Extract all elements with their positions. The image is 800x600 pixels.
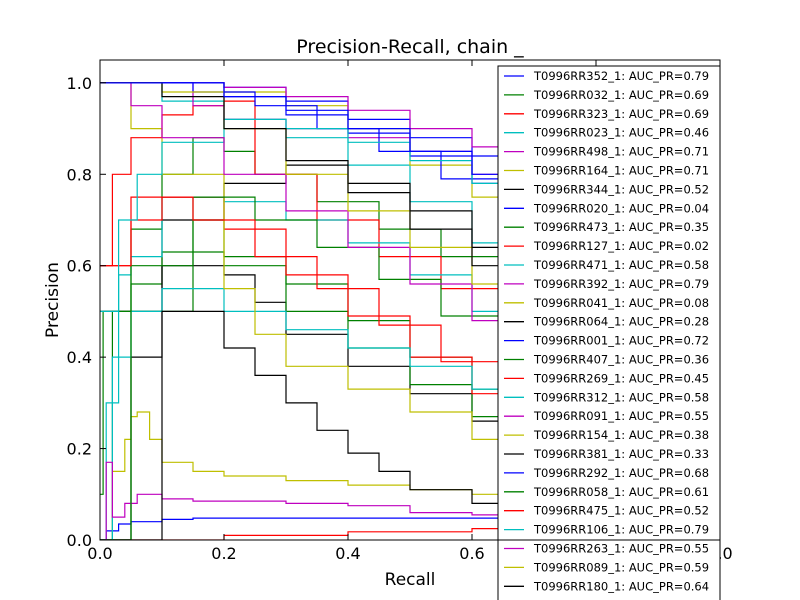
y-tick-label: 1.0 — [67, 74, 92, 93]
legend-entry: T0996RR263_1: AUC_PR=0.55 — [533, 542, 709, 556]
legend-entry: T0996RR305_1: AUC_PR=0.73 — [533, 598, 709, 600]
y-tick-label: 0.8 — [67, 165, 92, 184]
legend-entry: T0996RR344_1: AUC_PR=0.52 — [533, 182, 709, 196]
legend-entry: T0996RR106_1: AUC_PR=0.79 — [533, 523, 709, 537]
x-tick-label: 0.0 — [87, 544, 112, 563]
series-line-19 — [100, 461, 720, 540]
y-tick-label: 0.0 — [67, 531, 92, 550]
legend-entry: T0996RR473_1: AUC_PR=0.35 — [533, 220, 709, 234]
legend-entry: T0996RR312_1: AUC_PR=0.58 — [533, 390, 709, 404]
legend-entry: T0996RR091_1: AUC_PR=0.55 — [533, 409, 709, 423]
legend-entry: T0996RR269_1: AUC_PR=0.45 — [533, 371, 709, 385]
legend-entry: T0996RR001_1: AUC_PR=0.72 — [533, 334, 709, 348]
legend-entry: T0996RR471_1: AUC_PR=0.58 — [533, 258, 709, 272]
legend-entry: T0996RR041_1: AUC_PR=0.08 — [533, 296, 709, 310]
legend-entry: T0996RR392_1: AUC_PR=0.79 — [533, 277, 709, 291]
legend-entry: T0996RR023_1: AUC_PR=0.46 — [533, 126, 709, 140]
legend-entry: T0996RR154_1: AUC_PR=0.38 — [533, 428, 709, 442]
legend-entry: T0996RR164_1: AUC_PR=0.71 — [533, 164, 709, 178]
axes-frame — [99, 59, 721, 541]
legend-entry: T0996RR020_1: AUC_PR=0.04 — [533, 201, 709, 215]
legend-entry: T0996RR292_1: AUC_PR=0.68 — [533, 466, 709, 480]
x-axis-label: Recall — [385, 570, 436, 590]
legend-entry: T0996RR498_1: AUC_PR=0.71 — [533, 145, 709, 159]
chart-title: Precision-Recall, chain _ — [296, 36, 524, 58]
y-axis-label: Precision — [43, 262, 63, 338]
legend-entry: T0996RR089_1: AUC_PR=0.59 — [533, 560, 709, 574]
y-tick-label: 0.2 — [67, 440, 92, 459]
legend-entry: T0996RR064_1: AUC_PR=0.28 — [533, 315, 709, 329]
legend-box — [497, 65, 721, 600]
y-tick-label: 0.6 — [67, 257, 92, 276]
legend-entry: T0996RR180_1: AUC_PR=0.64 — [533, 579, 709, 593]
x-tick-label: 0.2 — [211, 544, 236, 563]
y-tick-label: 0.4 — [67, 348, 92, 367]
x-tick-label: 0.6 — [459, 544, 484, 563]
legend-entry: T0996RR323_1: AUC_PR=0.69 — [533, 107, 709, 121]
legend-entry: T0996RR127_1: AUC_PR=0.02 — [533, 239, 709, 253]
legend-entry: T0996RR032_1: AUC_PR=0.69 — [533, 88, 709, 102]
legend-entry: T0996RR058_1: AUC_PR=0.61 — [533, 485, 709, 499]
legend-entry: T0996RR381_1: AUC_PR=0.33 — [533, 447, 709, 461]
legend-entry: T0996RR352_1: AUC_PR=0.79 — [533, 69, 709, 83]
legend-entry: T0996RR407_1: AUC_PR=0.36 — [533, 353, 709, 367]
x-tick-label: 0.4 — [335, 544, 360, 563]
legend: T0996RR352_1: AUC_PR=0.79 T0996RR032_1: A… — [497, 65, 721, 600]
legend-entry: T0996RR475_1: AUC_PR=0.52 — [533, 504, 709, 518]
